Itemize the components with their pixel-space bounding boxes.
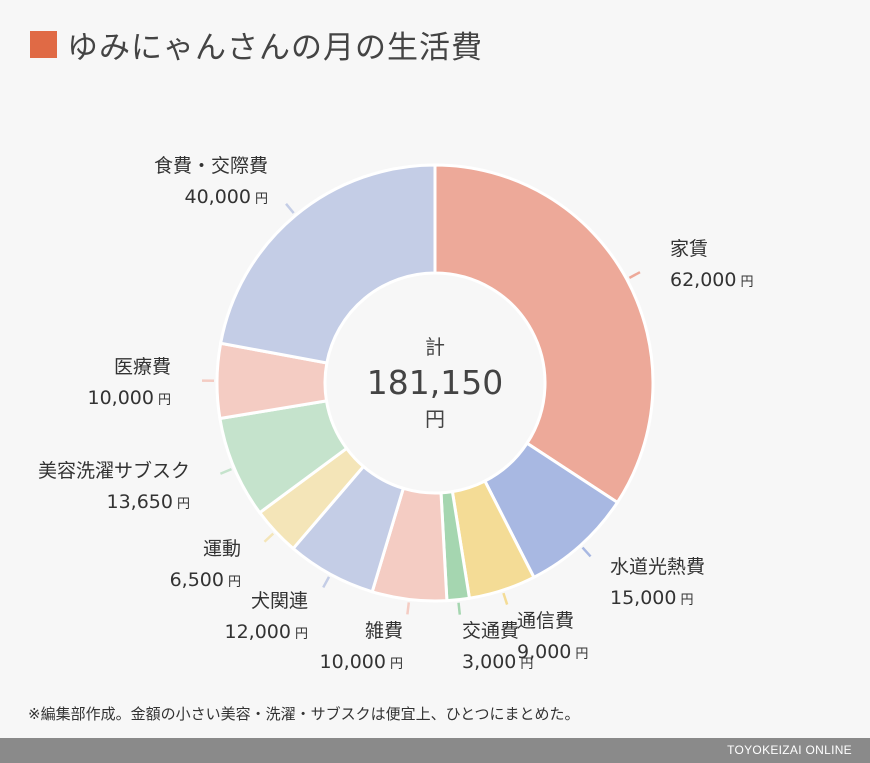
chart-title-block: ゆみにゃんさんの月の生活費 [30,24,483,66]
slice-label-3: 通信費 [517,610,574,632]
slice-value-6: 12,000 円 [225,621,309,643]
leader-line-8 [219,467,232,475]
leader-line-1 [628,271,641,280]
slice-label-8: 美容洗濯サブスク [38,459,190,482]
footer-bar: TOYOKEIZAI ONLINE [0,738,870,763]
leader-line-6 [322,576,331,589]
leader-line-10 [285,203,295,214]
slice-1 [433,163,655,505]
slice-label-5: 雑費 [365,620,403,642]
leader-line-3 [502,592,509,605]
slice-label-2: 水道光熱費 [610,556,705,578]
slice-label-10: 食費・交際費 [154,155,268,177]
slice-value-7: 6,500 円 [170,569,241,591]
brand-label: TOYOKEIZAI ONLINE [727,743,852,757]
slice-value-5: 10,000 円 [320,651,404,673]
slice-value-3: 9,000 円 [517,641,588,663]
center-total-value: 181,150 [367,363,503,402]
slice-value-10: 40,000 円 [185,186,269,208]
slices-group [215,163,655,603]
leader-line-2 [581,546,592,558]
slice-value-4: 3,000 円 [462,651,533,673]
slice-label-1: 家賃 [670,238,708,260]
slice-label-6: 犬関連 [251,590,308,612]
slice-value-1: 62,000 円 [670,269,754,291]
slice-value-8: 13,650 円 [107,491,191,513]
slice-label-4: 交通費 [462,620,519,642]
title-marker [30,30,57,58]
center-total-label: 計 [425,335,445,359]
leader-line-7 [263,532,275,543]
leader-line-5 [406,602,411,615]
footnote: ※編集部作成。金額の小さい美容・洗濯・サブスクは便宜上、ひとつにまとめた。 [28,705,580,723]
center-total-unit: 円 [425,407,445,431]
slice-value-9: 10,000 円 [88,387,172,409]
slice-10 [218,163,437,365]
slice-value-2: 15,000 円 [610,587,694,609]
chart-title: ゆみにゃんさんの月の生活費 [67,29,483,66]
slice-label-9: 医療費 [114,356,171,378]
slice-label-7: 運動 [203,538,241,560]
leader-line-4 [457,602,462,615]
